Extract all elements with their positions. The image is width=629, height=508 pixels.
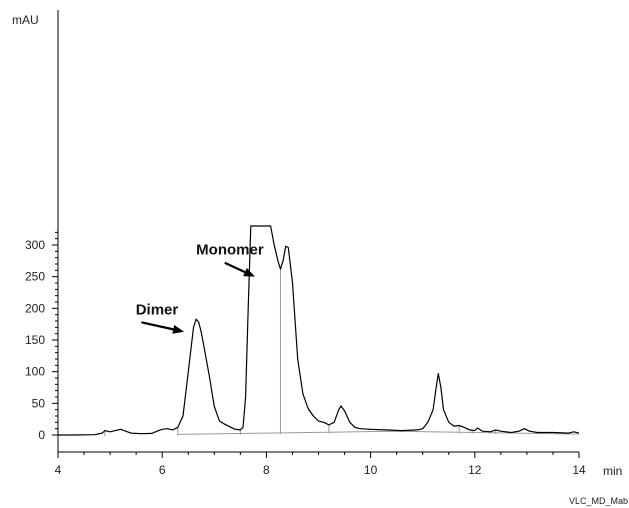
annotation-arrow-head: [243, 267, 255, 277]
annotation-layer: Monomer Dimer: [136, 242, 264, 334]
annotation-arrow-shaft: [141, 321, 174, 331]
x-tick-label: 4: [55, 463, 62, 477]
y-tick-label: 0: [38, 428, 45, 442]
x-tick-label: 10: [364, 463, 378, 477]
y-tick-label: 150: [25, 333, 45, 347]
axes: 4 6 8 10 12 14 0 50 100 150 200 250 300: [25, 10, 586, 477]
y-tick-label: 200: [25, 301, 45, 315]
integration-baseline: [177, 430, 580, 435]
x-tick-label: 12: [468, 463, 482, 477]
figure-footnote: VLC_MD_Mab: [569, 496, 628, 506]
x-tick-label: 8: [263, 463, 270, 477]
peak-annotation-label: Dimer: [136, 302, 179, 319]
annotation-arrow-shaft: [224, 261, 246, 274]
signal-trace: [58, 225, 580, 436]
y-tick-label: 300: [25, 238, 45, 252]
y-axis-unit-label: mAU: [12, 13, 39, 27]
y-tick-label: 250: [25, 270, 45, 284]
x-tick-label: 6: [159, 463, 166, 477]
y-tick-label: 50: [32, 396, 46, 410]
x-axis-unit-label: min: [603, 464, 622, 478]
baseline-layer: [104, 269, 580, 437]
trace-layer: [58, 225, 580, 436]
y-tick-label: 100: [25, 365, 45, 379]
peak-annotation-label: Monomer: [196, 242, 264, 259]
x-tick-label: 14: [572, 463, 586, 477]
annotation-arrow-head: [172, 324, 185, 334]
